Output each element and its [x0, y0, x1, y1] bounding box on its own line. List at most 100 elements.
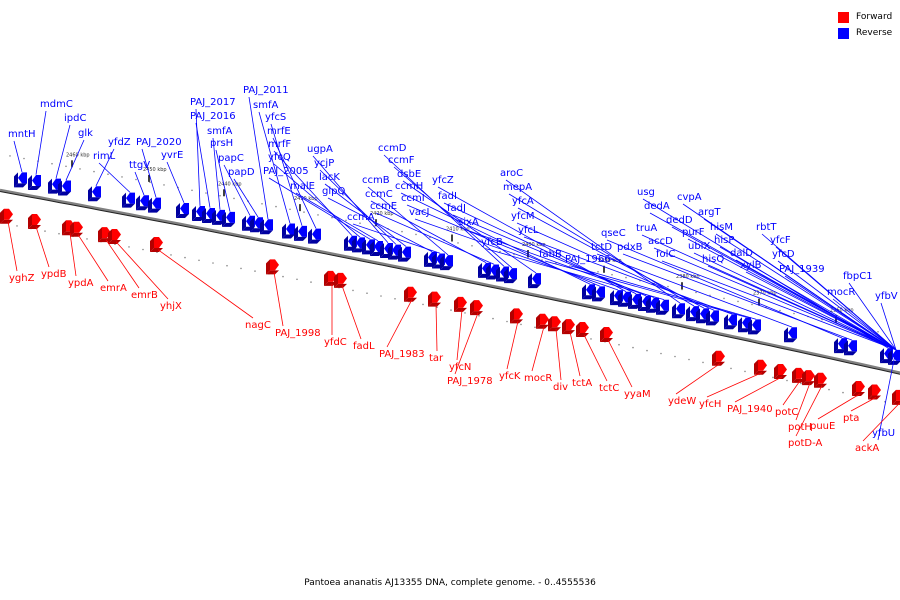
track-dot — [233, 197, 235, 200]
reverse-gene-label: ccmD — [378, 143, 407, 154]
gene-arrow-side — [266, 259, 270, 275]
forward-gene-leader — [675, 363, 721, 395]
gene-arrow-face — [298, 225, 307, 237]
reverse-gene-label: hisP — [714, 235, 734, 246]
track-dot — [800, 382, 802, 385]
gene-arrow-side — [28, 174, 32, 190]
gene-arrow-side — [748, 319, 752, 335]
gene-arrow-side — [122, 192, 126, 208]
track-dot — [107, 173, 109, 175]
track-dot — [65, 165, 67, 168]
gene-arrow-base — [212, 220, 225, 225]
gene-arrow-face — [18, 172, 27, 184]
gene-arrow-base — [250, 228, 263, 233]
gene-arrow-face — [728, 314, 737, 326]
gene-arrow-face — [710, 310, 719, 322]
reverse-gene-label: accD — [648, 236, 673, 247]
forward-gene-label: yfcH — [699, 399, 721, 410]
legend-label-forward: Forward — [856, 12, 893, 22]
reverse-gene-leader — [233, 178, 259, 218]
gene-arrow-base — [14, 183, 27, 188]
gene-arrow-base — [548, 327, 561, 332]
gene-arrow-base — [176, 213, 189, 218]
reverse-gene-label: prsH — [210, 138, 233, 149]
scale-label: 2390 kbp — [598, 258, 622, 264]
gene-arrow-face — [872, 384, 881, 396]
track-dot — [240, 267, 242, 270]
gene-arrow-side — [48, 178, 52, 194]
forward-gene-arrow — [0, 208, 13, 224]
gene-arrow-base — [486, 275, 499, 280]
reverse-gene-label: fadJ — [447, 203, 466, 214]
track-dot — [471, 245, 473, 247]
gene-arrow-face — [152, 197, 161, 209]
forward-gene-arrow — [868, 384, 881, 400]
gene-arrow-side — [672, 303, 676, 319]
forward-gene-arrow — [548, 316, 561, 332]
track-dot — [401, 230, 403, 233]
forward-gene-arrow — [892, 389, 900, 405]
forward-gene-leader — [7, 221, 18, 272]
track-dot — [163, 184, 165, 186]
gene-arrow-base — [428, 302, 441, 307]
gene-arrow-face — [552, 316, 561, 328]
scale-label: 2380 kbp — [676, 274, 700, 280]
gene-arrow-side — [294, 225, 298, 241]
gene-arrow-side — [646, 297, 650, 313]
forward-gene-arrow — [404, 286, 417, 302]
reverse-gene-leader — [35, 110, 47, 175]
track-dot — [569, 265, 571, 267]
track-dot — [394, 298, 396, 300]
reverse-gene-leader — [273, 150, 353, 236]
gene-arrow-base — [748, 330, 761, 335]
reverse-gene-label: lacK — [319, 172, 340, 183]
track-dot — [632, 346, 634, 349]
gene-arrow-side — [696, 308, 700, 324]
gene-arrow-side — [852, 381, 856, 397]
reverse-gene-leader — [715, 233, 897, 351]
gene-arrow-side — [148, 197, 152, 213]
reverse-gene-label: PAJ_2011 — [243, 85, 289, 96]
reverse-gene-label: mepA — [503, 182, 532, 193]
track-dot — [352, 289, 354, 292]
reverse-gene-leader — [463, 228, 655, 298]
reverse-gene-arrow — [784, 327, 797, 343]
reverse-gene-label: aroC — [500, 168, 523, 179]
reverse-gene-arrow — [58, 180, 71, 196]
forward-gene-label: tctC — [599, 383, 619, 394]
gene-arrow-side — [58, 180, 62, 196]
track-dot — [44, 230, 46, 232]
gene-arrow-face — [540, 313, 549, 325]
track-dot — [506, 320, 508, 323]
gene-arrow-side — [548, 316, 552, 332]
reverse-gene-label: glk — [78, 128, 93, 139]
reverse-gene-leader — [517, 207, 705, 309]
reverse-gene-label: ccmE — [370, 201, 397, 212]
gene-arrow-side — [610, 290, 614, 306]
reverse-gene-leader — [65, 139, 85, 181]
reverse-gene-label: cvpA — [677, 192, 702, 203]
gene-arrow-face — [180, 202, 189, 214]
track-dot — [597, 271, 599, 273]
gene-arrow-base — [600, 338, 613, 343]
reverse-gene-label: rbtT — [756, 222, 777, 233]
track-dot — [422, 303, 424, 306]
track-dot — [625, 276, 627, 279]
forward-gene-arrow — [814, 372, 827, 388]
reverse-gene-leader — [319, 169, 397, 245]
gene-arrow-side — [712, 350, 716, 366]
forward-gene-leader — [77, 234, 109, 282]
forward-gene-label: PAJ_1983 — [379, 349, 425, 360]
forward-gene-label: ypdA — [68, 278, 94, 289]
reverse-gene-leader — [877, 349, 897, 441]
gene-arrow-base — [28, 185, 41, 190]
track-dot — [674, 355, 676, 358]
track-dot — [121, 176, 123, 178]
gene-arrow-base — [724, 325, 737, 330]
reverse-gene-arrow — [88, 186, 101, 202]
reverse-gene-label: mntH — [8, 129, 36, 140]
reverse-gene-label: ccmC — [365, 189, 393, 200]
forward-gene-leader — [456, 309, 463, 361]
gene-arrow-base — [536, 324, 549, 329]
legend-label-reverse: Reverse — [856, 28, 893, 38]
